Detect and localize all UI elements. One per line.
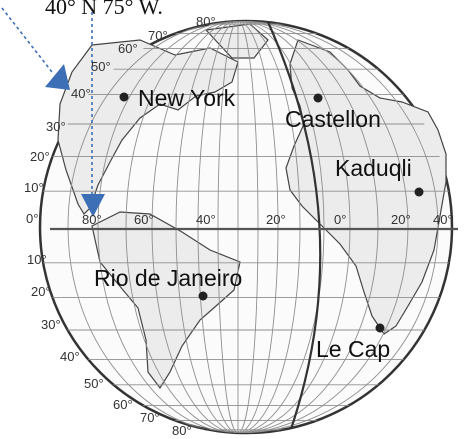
lat-tick-50s: 50° xyxy=(84,376,104,391)
city-dot-le-cap xyxy=(375,323,385,333)
lat-tick-20s: 20° xyxy=(31,284,51,299)
city-label-le-cap: Le Cap xyxy=(316,336,391,362)
lat-tick-30n: 30° xyxy=(46,119,66,134)
city-label-new-york: New York xyxy=(138,85,236,111)
lat-tick-80s: 80° xyxy=(172,423,192,438)
city-label-rio-de-janeiro: Rio de Janeiro xyxy=(94,265,243,291)
arrow-line-40n xyxy=(1,7,53,73)
lat-tick-40s: 40° xyxy=(60,349,80,364)
city-dot-new-york xyxy=(119,92,129,102)
lon-tick-40w: 40° xyxy=(196,212,216,227)
meridian-line xyxy=(197,21,279,433)
lat-tick-60s: 60° xyxy=(113,397,133,412)
meridian-line xyxy=(125,21,351,433)
coordinates-caption: 40° N 75° W. xyxy=(45,0,163,19)
meridian-line xyxy=(217,21,259,433)
lon-tick-20w: 20° xyxy=(266,212,286,227)
lat-tick-equator: 0° xyxy=(26,211,39,226)
prime-meridian xyxy=(266,21,322,433)
city-label-kaduqli: Kaduqli xyxy=(335,155,412,181)
lon-tick-60w: 60° xyxy=(134,212,154,227)
city-label-castellon: Castellon xyxy=(285,106,381,132)
city-dot-castellon xyxy=(313,93,323,103)
lat-tick-70s: 70° xyxy=(140,410,160,425)
meridian-line xyxy=(40,21,439,433)
pointer-arrow-icon xyxy=(45,64,70,90)
lat-tick-20n: 20° xyxy=(30,149,50,164)
city-dot-rio-de-janeiro xyxy=(198,291,208,301)
meridian-line xyxy=(97,21,379,433)
lon-tick-80w: 80° xyxy=(82,212,102,227)
lon-tick-0: 0° xyxy=(334,212,347,227)
meridian-line xyxy=(151,21,325,433)
meridian-line xyxy=(175,21,301,433)
lat-tick-10n: 10° xyxy=(24,180,44,195)
lat-tick-80n: 80° xyxy=(196,14,216,29)
lat-tick-30s: 30° xyxy=(41,317,61,332)
pointer-arrow-icon xyxy=(81,194,105,217)
lon-tick-20e: 20° xyxy=(391,212,411,227)
meridian-line xyxy=(67,21,409,433)
lat-tick-50n: 50° xyxy=(91,59,111,74)
lat-tick-60n: 60° xyxy=(118,41,138,56)
city-dot-kaduqli xyxy=(414,187,424,197)
lon-tick-40e: 40° xyxy=(433,212,453,227)
pointer-arrows xyxy=(1,7,105,217)
lat-tick-70n: 70° xyxy=(148,28,168,43)
lat-tick-10s: 10° xyxy=(27,252,47,267)
lat-tick-40n: 40° xyxy=(71,86,91,101)
